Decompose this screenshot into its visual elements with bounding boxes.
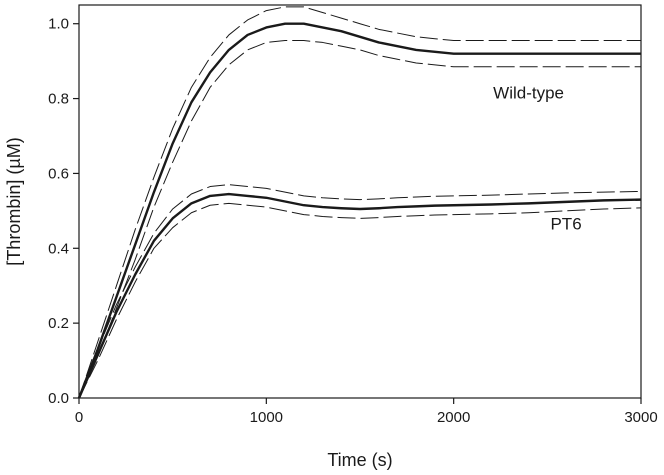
x-tick-label: 2000	[437, 409, 470, 426]
x-tick-label: 1000	[250, 409, 283, 426]
series-labels: Wild-type PT6	[493, 84, 581, 234]
y-tick-label: 0.2	[48, 315, 69, 332]
y-tick-label: 0.0	[48, 390, 69, 407]
wild-type-mean-line	[77, 22, 641, 399]
y-axis-title: [Thrombin] (µM)	[4, 137, 24, 265]
wild-type-series-label: Wild-type	[493, 84, 564, 103]
x-tick-label: 3000	[624, 409, 657, 426]
wild-type-upper-bound-line	[78, 6, 641, 399]
x-tick-label: 0	[75, 409, 83, 426]
y-tick-label: 0.8	[48, 91, 69, 108]
pt6-upper-bound-line	[78, 184, 642, 399]
x-axis-title: Time (s)	[327, 450, 392, 470]
y-tick-label: 1.0	[48, 16, 69, 33]
y-tick-label: 0.4	[48, 240, 69, 257]
pt6-series-label: PT6	[550, 215, 581, 234]
y-tick-label: 0.6	[48, 165, 69, 182]
x-axis-ticks: 0 1000 2000 3000	[75, 398, 658, 426]
pt6-mean-line	[77, 192, 642, 399]
y-axis-ticks: 0.0 0.2 0.4 0.6 0.8 1.0	[48, 16, 79, 407]
pt6-lower-bound-line	[78, 202, 642, 399]
plot-frame	[78, 4, 642, 399]
wild-type-lower-bound-line	[78, 40, 641, 399]
plot-lines	[77, 6, 642, 399]
